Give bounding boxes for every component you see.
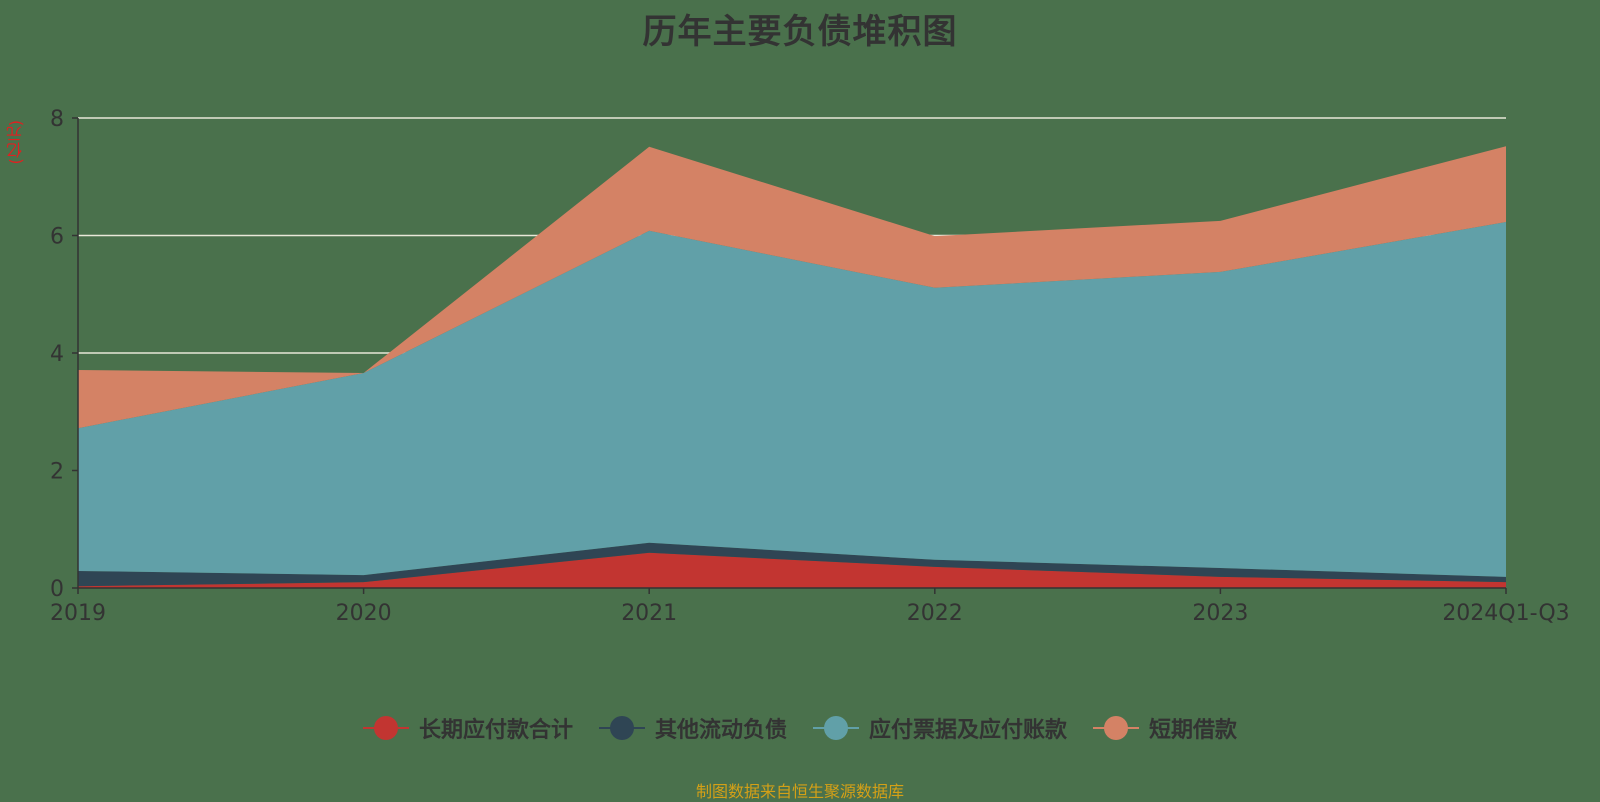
source-note: 制图数据来自恒生聚源数据库	[695, 782, 904, 801]
legend-label: 其他流动负债	[654, 718, 787, 743]
area-短期借款	[78, 146, 1506, 429]
x-tick-label: 2023	[1192, 601, 1248, 626]
legend-marker-icon	[1093, 716, 1140, 740]
axes: 0 2 4 6 8 2019 2020 2021 2022 2023 2024Q1-Q3	[50, 107, 1570, 626]
legend-label: 长期应付款合计	[418, 718, 573, 743]
legend-item[interactable]: 其他流动负债	[598, 712, 787, 744]
x-tick-label: 2019	[50, 601, 106, 626]
y-tick-label: 8	[50, 107, 64, 132]
area-应付票据及应付账款	[78, 221, 1506, 577]
x-tick-label: 2022	[907, 601, 963, 626]
y-tick-label: 4	[50, 342, 64, 367]
legend-label: 短期借款	[1149, 718, 1238, 743]
x-tick-label: 2024Q1-Q3	[1442, 601, 1569, 626]
area-长期应付款合计	[78, 552, 1506, 588]
legend-item[interactable]: 长期应付款合计	[362, 712, 573, 744]
x-tick-label: 2020	[336, 601, 392, 626]
area-其他流动负债	[78, 542, 1506, 587]
y-tick-label: 0	[50, 577, 64, 602]
legend-marker-icon	[362, 716, 409, 740]
y-tick-label: 2	[50, 460, 64, 485]
area-series	[78, 146, 1506, 588]
legend-marker-icon	[598, 716, 645, 740]
chart-title: 历年主要负债堆积图	[642, 12, 958, 52]
legend-item[interactable]: 短期借款	[1093, 712, 1237, 744]
chart-legend: 长期应付款合计 其他流动负债 应付票据及应付账款 短期借款	[0, 712, 1600, 744]
legend-label: 应付票据及应付账款	[869, 718, 1068, 743]
x-tick-label: 2021	[621, 601, 677, 626]
legend-marker-icon	[813, 716, 859, 740]
y-tick-label: 6	[50, 225, 64, 250]
stacked-area-chart: 0 2 4 6 8 2019 2020 2021 2022 2023 2024Q1-Q3	[50, 107, 1570, 626]
legend-item[interactable]: 应付票据及应付账款	[813, 712, 1067, 744]
